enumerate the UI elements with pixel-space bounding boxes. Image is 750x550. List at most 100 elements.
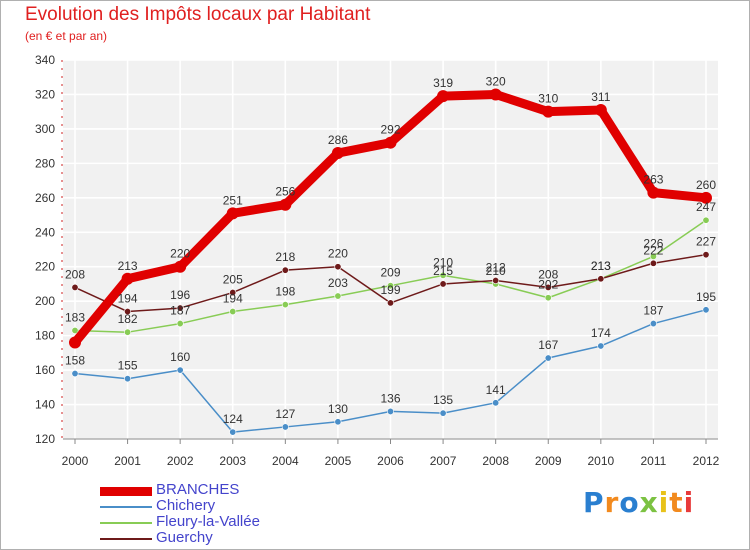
legend-item: Guerchy — [100, 529, 360, 547]
data-point — [229, 289, 237, 297]
data-label: 195 — [696, 290, 716, 304]
data-point — [121, 272, 134, 285]
legend-label: Fleury-la-Vallée — [156, 513, 260, 530]
data-point — [700, 191, 712, 204]
y-tick-label: 240 — [35, 225, 55, 239]
y-tick-label: 140 — [35, 398, 55, 412]
data-label: 213 — [591, 259, 611, 273]
data-point — [489, 88, 502, 101]
data-label: 124 — [223, 412, 243, 426]
data-point — [544, 294, 552, 302]
data-label: 158 — [65, 354, 85, 368]
proxiti-logo: Proxiti — [583, 486, 694, 519]
data-point — [386, 299, 394, 307]
data-point — [649, 320, 657, 328]
legend-label: Guerchy — [156, 529, 213, 546]
data-point — [384, 136, 397, 149]
data-label: 218 — [275, 250, 295, 264]
data-point — [492, 399, 500, 407]
data-label: 320 — [486, 74, 506, 88]
y-tick-label: 220 — [35, 260, 55, 274]
data-point — [492, 277, 500, 285]
data-label: 183 — [65, 310, 85, 324]
legend-swatch — [100, 522, 152, 524]
y-tick-label: 160 — [35, 363, 55, 377]
data-point — [702, 216, 710, 224]
legend-item: BRANCHES — [100, 481, 360, 499]
data-label: 208 — [65, 267, 85, 281]
data-label: 286 — [328, 133, 348, 147]
data-point — [71, 326, 79, 334]
data-label: 196 — [170, 288, 190, 302]
data-point — [281, 423, 289, 431]
data-label: 311 — [591, 90, 610, 104]
data-point — [597, 342, 605, 350]
data-point — [176, 320, 184, 328]
data-label: 310 — [538, 92, 558, 106]
data-point — [176, 366, 184, 374]
data-point — [649, 252, 657, 260]
x-tick-label: 2008 — [482, 454, 509, 468]
data-point — [439, 271, 447, 279]
logo-letter: o — [619, 486, 640, 519]
data-label: 202 — [538, 278, 558, 292]
legend-swatch — [100, 486, 152, 496]
data-label: 141 — [486, 383, 506, 397]
data-label: 187 — [170, 304, 190, 318]
data-label: 155 — [118, 359, 138, 373]
data-point — [176, 304, 184, 312]
data-point — [71, 283, 79, 291]
data-label: 292 — [380, 123, 400, 137]
data-label: 220 — [170, 247, 190, 261]
x-tick-label: 2006 — [377, 454, 404, 468]
data-label: 194 — [118, 292, 138, 306]
data-label: 256 — [275, 185, 295, 199]
data-label: 319 — [433, 76, 453, 90]
data-label: 247 — [696, 200, 716, 214]
logo-letter: P — [583, 486, 605, 519]
data-point — [544, 354, 552, 362]
data-label: 198 — [275, 285, 295, 299]
data-label: 182 — [118, 312, 138, 326]
data-label: 263 — [643, 173, 663, 187]
x-tick-label: 2003 — [219, 454, 246, 468]
x-tick-label: 2007 — [430, 454, 457, 468]
data-label: 210 — [433, 255, 453, 269]
y-tick-label: 180 — [35, 329, 55, 343]
data-label: 127 — [275, 407, 295, 421]
data-point — [334, 292, 342, 300]
logo-letter: r — [604, 486, 620, 519]
y-tick-label: 200 — [35, 294, 55, 308]
data-label: 199 — [380, 283, 400, 297]
x-tick-label: 2012 — [693, 454, 720, 468]
data-point — [437, 90, 450, 103]
legend-swatch — [100, 538, 152, 540]
x-tick-label: 2010 — [587, 454, 614, 468]
data-point — [226, 207, 239, 220]
data-point — [439, 409, 447, 417]
logo-letter: i — [658, 486, 670, 519]
data-point — [649, 259, 657, 267]
data-point — [334, 263, 342, 271]
data-point — [386, 282, 394, 290]
logo-letter: i — [683, 486, 695, 519]
data-label: 167 — [538, 338, 558, 352]
y-tick-label: 280 — [35, 156, 55, 170]
data-label: 160 — [170, 350, 190, 364]
y-tick-label: 300 — [35, 122, 55, 136]
x-tick-label: 2002 — [167, 454, 194, 468]
data-point — [386, 407, 394, 415]
legend-item: Chichery — [100, 497, 360, 515]
data-point — [229, 428, 237, 436]
data-label: 215 — [433, 264, 453, 278]
data-label: 251 — [223, 193, 243, 207]
legend-label: Chichery — [156, 497, 216, 514]
data-label: 226 — [643, 236, 663, 250]
data-label: 222 — [643, 243, 663, 257]
chart-title: Evolution des Impôts locaux par Habitant — [25, 4, 371, 25]
data-label: 213 — [591, 259, 611, 273]
data-label: 205 — [223, 273, 243, 287]
data-point — [647, 186, 660, 199]
x-tick-label: 2011 — [641, 454, 667, 468]
x-tick-label: 2009 — [535, 454, 562, 468]
